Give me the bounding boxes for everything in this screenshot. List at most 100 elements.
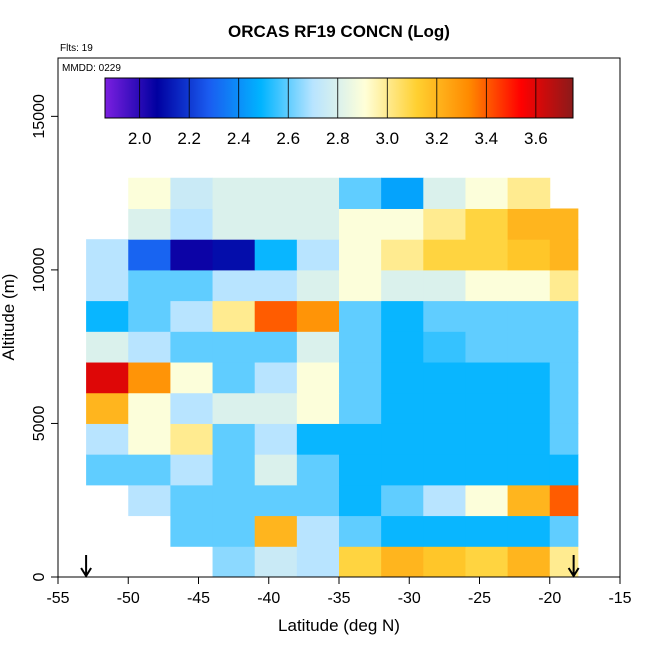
heat-cell (128, 208, 171, 240)
heat-cell (507, 177, 551, 209)
heat-cell (128, 300, 171, 332)
heat-cell (465, 515, 509, 547)
arrow (567, 555, 580, 578)
x-tick-label: -35 (327, 590, 350, 607)
heat-cell (423, 331, 466, 363)
heat-cell (254, 269, 298, 302)
heat-cell (465, 392, 509, 424)
heat-cell (507, 362, 551, 394)
x-tick-label: -50 (117, 590, 140, 607)
heat-cell (423, 423, 466, 455)
heat-cell (339, 362, 382, 394)
heat-cell (381, 362, 424, 394)
heat-cell (212, 331, 256, 363)
heat-cell (549, 392, 579, 424)
heat-cell (465, 177, 509, 209)
heat-cell (381, 177, 424, 209)
heat-cell (549, 454, 579, 486)
heat-cell (423, 208, 466, 240)
heat-cell (296, 362, 340, 394)
heat-cell (86, 331, 129, 363)
heat-cell (86, 300, 129, 332)
heat-cell (465, 208, 509, 240)
heat-cell (170, 392, 214, 424)
colorbar-tick-label: 2.4 (227, 129, 251, 148)
heat-cell (423, 392, 466, 424)
heat-cell (296, 300, 340, 332)
heat-cell (381, 515, 424, 547)
x-tick-label: -20 (538, 590, 561, 607)
heat-cell (254, 239, 298, 271)
heat-cell (507, 208, 551, 240)
heat-cell (549, 423, 579, 455)
heat-cell (170, 177, 214, 209)
heat-cell (128, 269, 171, 302)
heat-cell (339, 208, 382, 240)
heat-cell (128, 392, 171, 424)
heat-cell (423, 515, 466, 547)
heat-cell (507, 454, 551, 486)
heat-cell (549, 239, 579, 271)
heat-cell (507, 515, 551, 547)
heat-cell (549, 269, 579, 302)
heat-cell (339, 546, 382, 578)
heat-cell (212, 546, 256, 578)
heat-cell (212, 515, 256, 547)
heat-cell (86, 392, 129, 424)
heat-cell (170, 300, 214, 332)
heat-cell (339, 239, 382, 271)
heat-cell (170, 208, 214, 240)
heat-cell (212, 177, 256, 209)
heat-cell (296, 269, 340, 302)
heat-cell (381, 392, 424, 424)
heat-cell (212, 362, 256, 394)
x-axis-label: Latitude (deg N) (278, 616, 400, 635)
heat-cell (296, 392, 340, 424)
heat-cell (465, 484, 509, 517)
colorbar-tick-label: 3.2 (425, 129, 449, 148)
heat-cell (339, 423, 382, 455)
heat-cell (381, 239, 424, 271)
heat-cell (465, 454, 509, 486)
heat-cell (254, 300, 298, 332)
heat-cell (423, 484, 466, 517)
colorbar-tick-label: 2.8 (326, 129, 350, 148)
heat-cell (549, 484, 579, 517)
heat-cell (254, 331, 298, 363)
heat-cell (128, 239, 171, 271)
heat-cell (507, 484, 551, 517)
y-tick-label: 5000 (31, 406, 48, 442)
heat-cell (507, 300, 551, 332)
x-tick-label: -40 (257, 590, 280, 607)
heat-cell (465, 239, 509, 271)
heat-cell (465, 546, 509, 578)
heat-cell (128, 484, 171, 517)
heat-cell (423, 362, 466, 394)
heat-cell (254, 515, 298, 547)
heat-cell (254, 423, 298, 455)
heat-cell (212, 208, 256, 240)
heat-cell (296, 423, 340, 455)
heat-cell (170, 454, 214, 486)
heat-cell (212, 484, 256, 517)
heat-cell (170, 515, 214, 547)
heat-cell (339, 392, 382, 424)
heat-cell (507, 423, 551, 455)
heat-cell (381, 208, 424, 240)
colorbar-tick-label: 3.6 (524, 129, 548, 148)
colorbar-tick-label: 2.2 (177, 129, 201, 148)
y-tick-label: 10000 (31, 248, 48, 293)
heat-cell (170, 423, 214, 455)
heat-cell (423, 546, 466, 578)
heat-cell (296, 454, 340, 486)
x-tick-label: -15 (608, 590, 631, 607)
heat-cell (254, 392, 298, 424)
y-axis-label: Altitude (m) (0, 274, 18, 361)
heat-cell (254, 454, 298, 486)
heat-cell (212, 300, 256, 332)
heat-cell (339, 269, 382, 302)
heat-cell (86, 423, 129, 455)
x-tick-label: -25 (468, 590, 491, 607)
heat-cell (381, 484, 424, 517)
